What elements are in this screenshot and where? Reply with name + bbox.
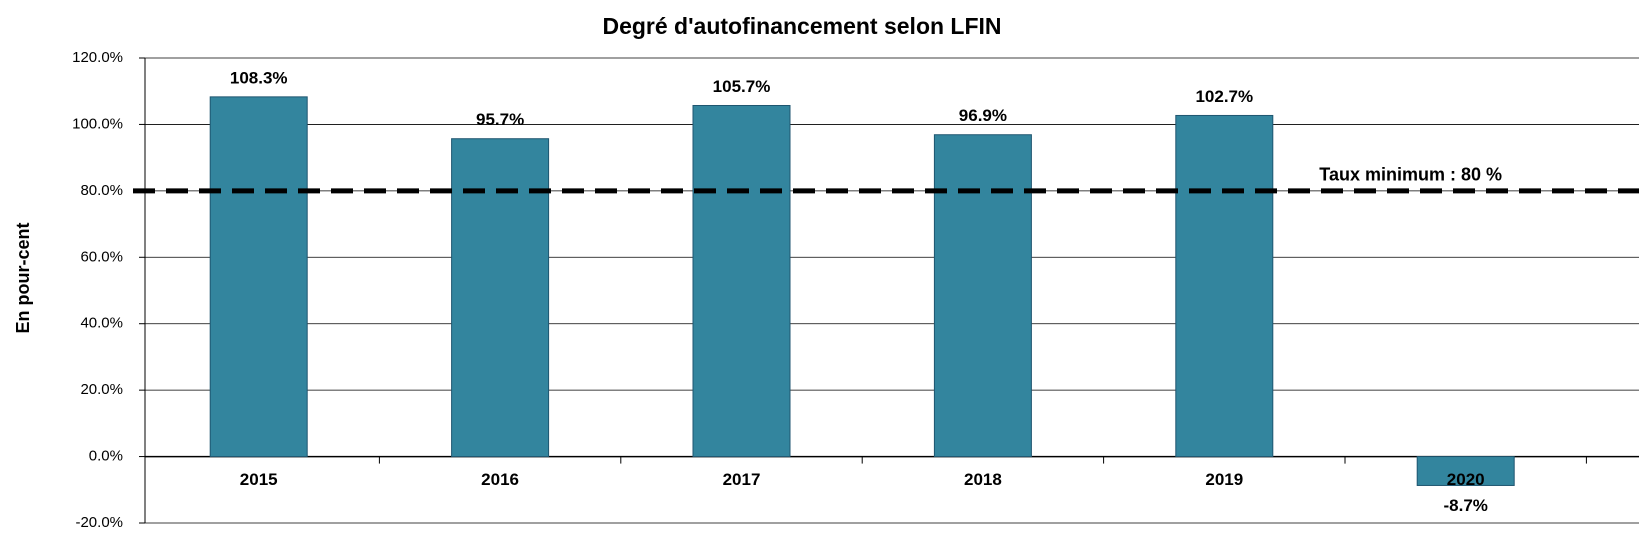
x-tick-label: 2015	[240, 470, 278, 489]
value-label: 95.7%	[476, 110, 524, 129]
reference-label: Taux minimum : 80 %	[1319, 165, 1502, 185]
y-tick-label: 120.0%	[72, 49, 123, 66]
x-tick-label: 2020	[1447, 470, 1485, 489]
bar	[209, 96, 308, 458]
bar	[1175, 114, 1274, 458]
x-tick-label: 2019	[1205, 470, 1243, 489]
x-tick-label: 2016	[481, 470, 519, 489]
bar	[451, 138, 550, 458]
y-tick-label: 20.0%	[80, 381, 123, 398]
bar	[933, 134, 1032, 458]
y-tick-label: 0.0%	[89, 448, 123, 465]
value-label: 105.7%	[713, 77, 771, 96]
value-label: 96.9%	[959, 106, 1007, 125]
value-label: 102.7%	[1195, 87, 1253, 106]
value-label: 108.3%	[230, 68, 288, 87]
y-tick-label: 40.0%	[80, 315, 123, 332]
y-tick-label: 60.0%	[80, 248, 123, 265]
x-tick-label: 2018	[964, 470, 1002, 489]
y-tick-label: -20.0%	[75, 514, 123, 531]
x-tick-label: 2017	[723, 470, 761, 489]
chart-title: Degré d'autofinancement selon LFIN	[602, 13, 1001, 39]
bar	[692, 104, 791, 458]
y-tick-label: 80.0%	[80, 182, 123, 199]
value-label: -8.7%	[1443, 496, 1487, 515]
y-tick-label: 100.0%	[72, 115, 123, 132]
y-axis-label: En pour-cent	[13, 222, 33, 333]
bar	[1416, 456, 1515, 486]
